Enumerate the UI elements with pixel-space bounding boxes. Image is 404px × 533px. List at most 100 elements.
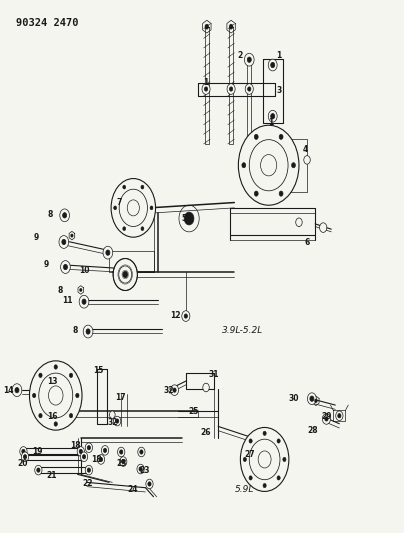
Circle shape [141, 227, 144, 231]
Text: 8: 8 [48, 211, 53, 219]
Circle shape [23, 455, 27, 459]
Text: 14: 14 [4, 386, 14, 394]
Circle shape [22, 449, 25, 454]
Text: 8: 8 [72, 326, 78, 335]
Circle shape [79, 449, 82, 454]
Circle shape [82, 299, 86, 304]
Circle shape [122, 459, 125, 464]
Text: 21: 21 [46, 471, 57, 480]
Circle shape [85, 465, 93, 475]
Text: 5.9L: 5.9L [234, 485, 254, 494]
Circle shape [248, 87, 251, 91]
Text: 16: 16 [47, 413, 58, 421]
Circle shape [268, 59, 277, 71]
Text: 1: 1 [204, 78, 208, 87]
Circle shape [29, 361, 82, 430]
Circle shape [87, 468, 90, 472]
Circle shape [229, 24, 233, 29]
Circle shape [80, 452, 88, 462]
Circle shape [227, 84, 235, 94]
Circle shape [15, 387, 19, 393]
Circle shape [205, 24, 209, 29]
Text: 5: 5 [181, 214, 186, 223]
Circle shape [268, 110, 277, 122]
Circle shape [203, 383, 209, 392]
Circle shape [99, 457, 103, 462]
Circle shape [310, 396, 314, 401]
Circle shape [103, 448, 107, 453]
Circle shape [69, 373, 73, 377]
Text: 12: 12 [170, 311, 181, 320]
Circle shape [277, 476, 280, 480]
Circle shape [80, 288, 82, 292]
Text: 22: 22 [83, 480, 93, 488]
Circle shape [243, 457, 246, 462]
Circle shape [247, 57, 251, 62]
Circle shape [120, 457, 127, 466]
Circle shape [71, 234, 73, 237]
Circle shape [279, 134, 283, 140]
Circle shape [182, 311, 190, 321]
Circle shape [32, 393, 36, 398]
Text: 25: 25 [188, 407, 198, 416]
Circle shape [314, 399, 318, 403]
Circle shape [292, 163, 295, 168]
Text: 23: 23 [116, 459, 126, 468]
Circle shape [263, 431, 266, 435]
Circle shape [118, 447, 125, 457]
Circle shape [173, 388, 176, 392]
Circle shape [279, 191, 283, 196]
Circle shape [307, 393, 316, 405]
Circle shape [69, 414, 73, 418]
Circle shape [138, 447, 145, 457]
Circle shape [21, 452, 29, 462]
Text: 13: 13 [47, 377, 58, 385]
Circle shape [277, 439, 280, 443]
Text: 3: 3 [276, 86, 281, 95]
Circle shape [320, 223, 327, 232]
Circle shape [139, 467, 142, 471]
Circle shape [238, 125, 299, 205]
Circle shape [76, 393, 79, 398]
Circle shape [204, 87, 208, 91]
Circle shape [116, 419, 119, 423]
Circle shape [82, 455, 86, 459]
Circle shape [37, 468, 40, 472]
Circle shape [148, 482, 151, 486]
Circle shape [54, 422, 57, 426]
Text: 10: 10 [80, 266, 90, 275]
Circle shape [322, 414, 330, 424]
Text: 1: 1 [276, 52, 281, 60]
Circle shape [97, 455, 105, 464]
Text: 30: 30 [289, 394, 299, 403]
Circle shape [254, 134, 258, 140]
Text: 1: 1 [268, 118, 273, 127]
Circle shape [103, 246, 113, 259]
Circle shape [249, 476, 252, 480]
Text: 90324 2470: 90324 2470 [16, 18, 79, 28]
Text: 24: 24 [127, 485, 138, 494]
Circle shape [85, 443, 93, 453]
Circle shape [202, 84, 210, 94]
Text: 32: 32 [164, 386, 174, 394]
Text: 27: 27 [244, 450, 255, 458]
Text: 7: 7 [116, 198, 122, 207]
Circle shape [271, 114, 275, 119]
Text: 15: 15 [93, 366, 103, 375]
Text: 11: 11 [63, 296, 73, 304]
Circle shape [123, 227, 126, 231]
Text: 29: 29 [321, 413, 332, 421]
Circle shape [77, 447, 84, 456]
Circle shape [86, 329, 90, 334]
Circle shape [245, 84, 253, 94]
Circle shape [59, 236, 69, 248]
Circle shape [83, 325, 93, 338]
Circle shape [120, 450, 123, 454]
Circle shape [111, 179, 156, 237]
Circle shape [63, 213, 67, 218]
Circle shape [20, 447, 27, 456]
Circle shape [229, 87, 233, 91]
Text: 28: 28 [308, 426, 318, 435]
Circle shape [87, 446, 90, 450]
Text: 4: 4 [303, 145, 307, 154]
